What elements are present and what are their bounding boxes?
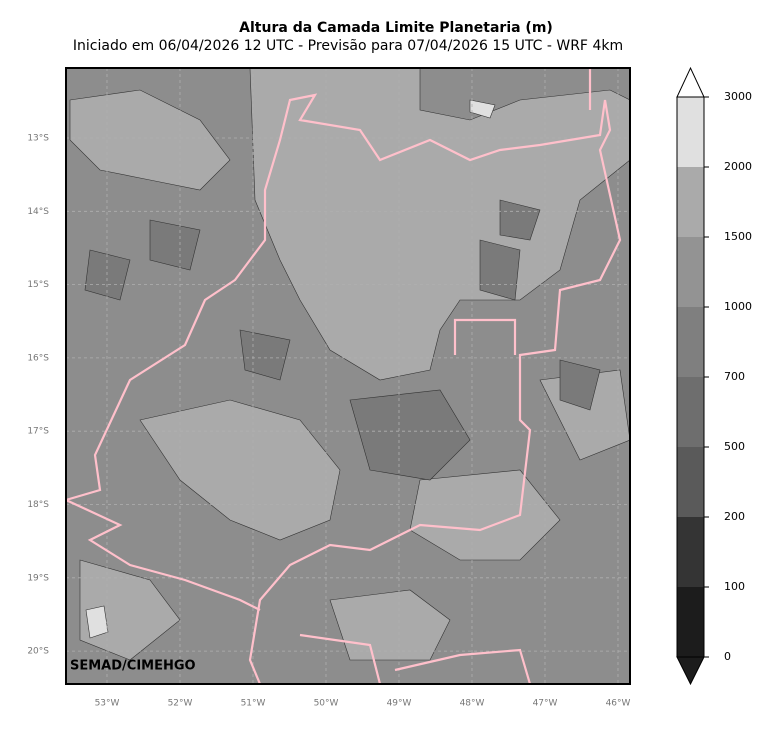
colorbar-extend-low	[676, 656, 705, 686]
colorbar-tick-label: 1000	[724, 300, 752, 313]
title: Altura da Camada Limite Planetaria (m)	[239, 20, 553, 36]
colorbar-segment	[677, 167, 704, 237]
latitude-label: 14°S	[27, 207, 49, 217]
colorbar-segment	[677, 587, 704, 657]
longitude-label: 47°W	[533, 699, 558, 709]
longitude-label: 52°W	[168, 699, 193, 709]
latitude-label: 15°S	[27, 280, 49, 290]
graticule	[66, 68, 630, 684]
colorbar-segment	[677, 307, 704, 377]
latitude-label: 20°S	[27, 647, 49, 657]
credit: SEMAD/CIMEHGO	[70, 659, 196, 674]
colorbar-tick-label: 0	[724, 650, 731, 663]
latitude-label: 17°S	[27, 427, 49, 437]
longitude-label: 51°W	[241, 699, 266, 709]
colorbar-extend-high	[676, 66, 705, 98]
colorbar-tick-label: 2000	[724, 160, 752, 173]
colorbar-tick-label: 1500	[724, 230, 752, 243]
colorbar-tick-label: 200	[724, 510, 745, 523]
latitude-label: 18°S	[27, 500, 49, 510]
latitude-label: 19°S	[27, 573, 49, 583]
colorbar-segment	[677, 447, 704, 517]
longitude-label: 46°W	[606, 699, 631, 709]
state-borders	[66, 68, 622, 684]
colorbar-segment	[677, 517, 704, 587]
colorbar-tick-label: 700	[724, 370, 745, 383]
colorbar-segment	[677, 97, 704, 167]
longitude-label: 53°W	[95, 699, 120, 709]
map-area: SEMAD/CIMEHGO	[66, 68, 630, 684]
colorbar: 0 100 200 500 700 1000 1500 2000 3000	[676, 66, 752, 686]
colorbar-tick-label: 100	[724, 580, 745, 593]
longitude-label: 49°W	[387, 699, 412, 709]
colorbar-tick-label: 500	[724, 440, 745, 453]
longitude-label: 50°W	[314, 699, 339, 709]
latitude-label: 13°S	[27, 134, 49, 144]
colorbar-segment	[677, 237, 704, 307]
subtitle: Iniciado em 06/04/2026 12 UTC - Previsão…	[73, 38, 623, 54]
colorbar-tick-label: 3000	[724, 90, 752, 103]
longitude-label: 48°W	[460, 699, 485, 709]
map-frame	[65, 67, 631, 685]
latitude-label: 16°S	[27, 353, 49, 363]
colorbar-segment	[677, 377, 704, 447]
